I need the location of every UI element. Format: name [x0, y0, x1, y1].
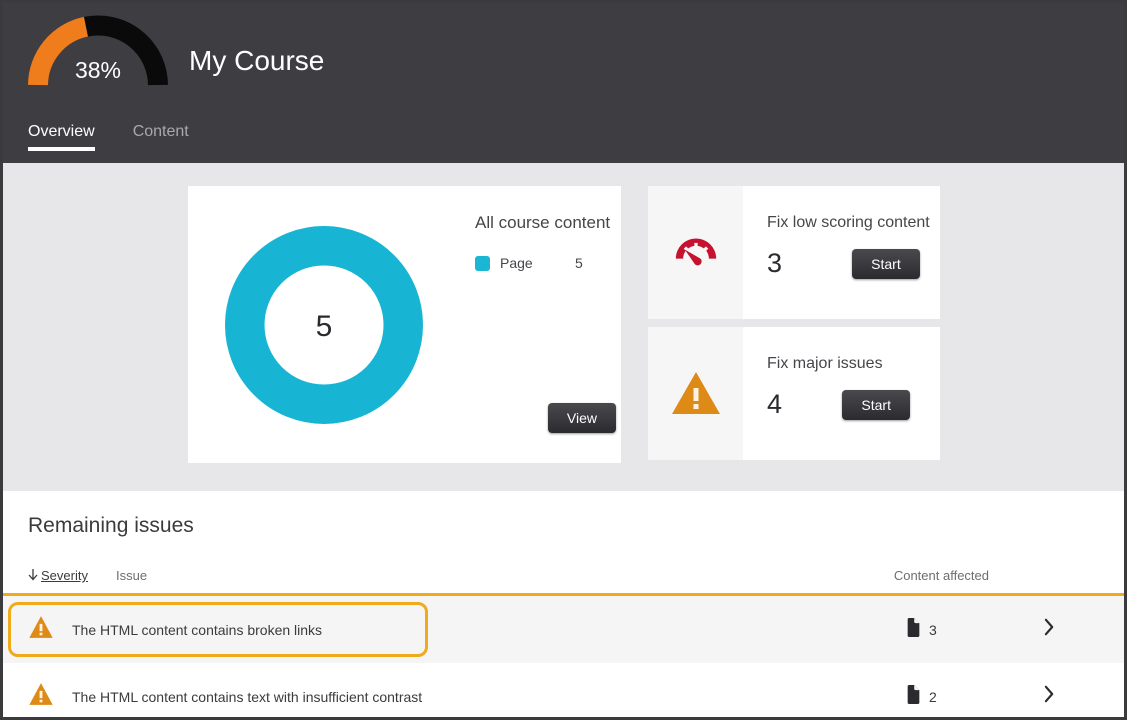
svg-text:5: 5	[316, 310, 333, 343]
